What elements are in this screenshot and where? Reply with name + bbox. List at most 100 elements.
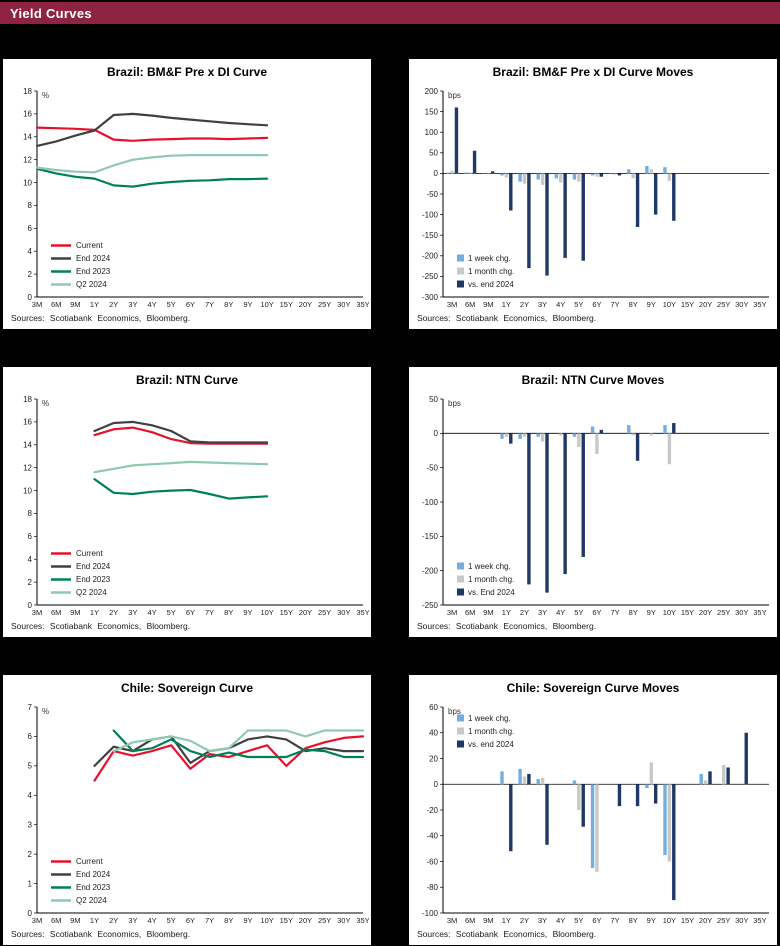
svg-text:6M: 6M	[51, 300, 61, 309]
svg-text:0: 0	[434, 780, 439, 789]
chart-panel-chile-moves: Chile: Sovereign Curve Moves -100 -80 -60-…	[408, 674, 778, 946]
svg-text:End 2024: End 2024	[76, 870, 111, 879]
chart-panel-ntn-curve: Brazil: NTN Curve 0 2 4 6 8 10 12 14 16 18 3M 6M 9M 1…	[2, 366, 372, 638]
svg-text:-250: -250	[422, 272, 439, 281]
svg-text:3M: 3M	[447, 608, 457, 617]
svg-text:8Y: 8Y	[224, 608, 233, 617]
svg-text:15Y: 15Y	[280, 300, 293, 309]
svg-text:60: 60	[429, 703, 438, 712]
svg-text:3Y: 3Y	[538, 300, 547, 309]
svg-text:6M: 6M	[465, 300, 475, 309]
svg-text:6M: 6M	[51, 916, 61, 925]
svg-text:100: 100	[425, 128, 439, 137]
svg-text:-50: -50	[426, 190, 438, 199]
svg-text:4Y: 4Y	[556, 300, 565, 309]
svg-text:18: 18	[23, 87, 32, 96]
svg-text:6M: 6M	[465, 608, 475, 617]
svg-text:4: 4	[28, 555, 33, 564]
svg-text:9Y: 9Y	[647, 916, 656, 925]
svg-text:3M: 3M	[447, 916, 457, 925]
svg-text:25Y: 25Y	[717, 608, 730, 617]
svg-text:15Y: 15Y	[681, 300, 694, 309]
svg-text:%: %	[42, 91, 49, 100]
source-note: Sources: Scotiabank Economics, Bloomberg…	[417, 929, 597, 939]
svg-text:%: %	[42, 399, 49, 408]
svg-text:7: 7	[28, 703, 33, 712]
svg-text:12: 12	[23, 463, 32, 472]
svg-text:bps: bps	[448, 91, 461, 100]
source-note: Sources: Scotiabank Economics, Bloomberg…	[417, 313, 597, 323]
svg-text:150: 150	[425, 107, 439, 116]
svg-text:2Y: 2Y	[109, 916, 118, 925]
svg-text:4Y: 4Y	[147, 300, 156, 309]
svg-text:10Y: 10Y	[663, 608, 676, 617]
svg-text:20Y: 20Y	[699, 608, 712, 617]
svg-text:4Y: 4Y	[147, 916, 156, 925]
svg-text:-80: -80	[426, 883, 438, 892]
svg-text:8Y: 8Y	[224, 916, 233, 925]
source-note: Sources: Scotiabank Economics, Bloomberg…	[11, 929, 191, 939]
svg-text:30Y: 30Y	[735, 916, 748, 925]
svg-text:5Y: 5Y	[167, 300, 176, 309]
svg-text:3M: 3M	[32, 608, 42, 617]
svg-text:35Y: 35Y	[753, 608, 766, 617]
svg-text:-250: -250	[422, 601, 439, 610]
svg-text:9M: 9M	[70, 300, 80, 309]
svg-text:4Y: 4Y	[556, 608, 565, 617]
svg-text:End 2023: End 2023	[76, 575, 111, 584]
svg-text:30Y: 30Y	[735, 608, 748, 617]
page-title: Yield Curves	[10, 5, 92, 21]
chart-title: Brazil: NTN Curve Moves	[521, 373, 665, 387]
svg-text:30Y: 30Y	[337, 608, 350, 617]
svg-text:8Y: 8Y	[629, 300, 638, 309]
svg-text:8Y: 8Y	[629, 916, 638, 925]
chart-panel-ntn-moves: Brazil: NTN Curve Moves -250 -200 -150 -100…	[408, 366, 778, 638]
svg-text:End 2023: End 2023	[76, 883, 111, 892]
svg-text:1Y: 1Y	[90, 300, 99, 309]
svg-text:14: 14	[23, 133, 32, 142]
chart-title: Brazil: BM&F Pre x DI Curve	[106, 65, 268, 79]
svg-text:vs. end 2024: vs. end 2024	[468, 280, 514, 289]
svg-text:35Y: 35Y	[356, 608, 369, 617]
svg-text:9Y: 9Y	[243, 300, 252, 309]
svg-text:1 month chg.: 1 month chg.	[468, 727, 514, 736]
svg-text:0: 0	[434, 429, 439, 438]
svg-text:%: %	[42, 707, 49, 716]
svg-text:7Y: 7Y	[205, 608, 214, 617]
svg-text:1Y: 1Y	[502, 300, 511, 309]
svg-text:9Y: 9Y	[647, 300, 656, 309]
svg-text:16: 16	[23, 418, 32, 427]
svg-text:6Y: 6Y	[592, 300, 601, 309]
svg-text:1Y: 1Y	[502, 916, 511, 925]
svg-text:25Y: 25Y	[318, 300, 331, 309]
svg-text:0: 0	[434, 169, 439, 178]
svg-text:vs. End 2024: vs. End 2024	[468, 588, 515, 597]
svg-text:10Y: 10Y	[260, 608, 273, 617]
svg-text:10Y: 10Y	[260, 916, 273, 925]
bar-chart-chile-moves: -100 -80 -60 -40 -20 0 20 40 60 3M 6M 9M 1Y 2Y 3Y 4Y 5Y 6…	[422, 703, 769, 925]
svg-text:4: 4	[28, 791, 33, 800]
svg-text:0: 0	[28, 293, 33, 302]
svg-text:20Y: 20Y	[299, 300, 312, 309]
svg-text:5Y: 5Y	[167, 608, 176, 617]
chart-panel-bmf-curve: Brazil: BM&F Pre x DI Curve 0 2 4 6 8 10 12 14 1…	[2, 58, 372, 330]
svg-text:8: 8	[28, 509, 33, 518]
svg-text:-300: -300	[422, 293, 439, 302]
svg-text:16: 16	[23, 110, 32, 119]
svg-text:1Y: 1Y	[502, 608, 511, 617]
svg-text:8: 8	[28, 201, 33, 210]
svg-text:4: 4	[28, 247, 33, 256]
svg-text:5: 5	[28, 762, 33, 771]
svg-text:25Y: 25Y	[717, 916, 730, 925]
line-chart-ntn-curve: 0 2 4 6 8 10 12 14 16 18 3M 6M 9M 1Y 2Y 3Y 4Y 5Y 6Y 7Y 8Y 9Y 1…	[23, 395, 369, 617]
svg-text:10: 10	[23, 178, 32, 187]
svg-text:-20: -20	[426, 806, 438, 815]
svg-text:End 2024: End 2024	[76, 562, 111, 571]
svg-text:2Y: 2Y	[520, 300, 529, 309]
svg-text:3Y: 3Y	[128, 608, 137, 617]
svg-text:15Y: 15Y	[681, 608, 694, 617]
chart-title: Chile: Sovereign Curve Moves	[506, 681, 680, 695]
svg-text:10Y: 10Y	[260, 300, 273, 309]
bar-chart-bmf-moves: -300 -250 -200 -150 -100 -50 0 50 100 150 200 3M 6M 9…	[422, 87, 769, 309]
svg-text:2Y: 2Y	[109, 608, 118, 617]
